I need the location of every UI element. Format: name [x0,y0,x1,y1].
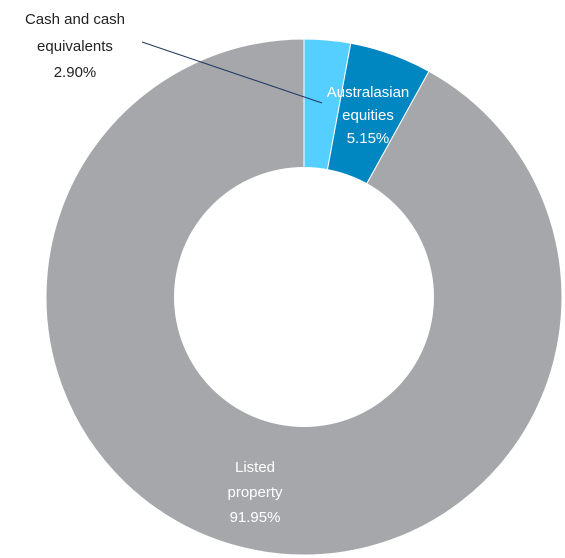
slice-label-equities-line2: equities [342,107,394,124]
slice-value-property: 91.95% [230,509,281,526]
slice-label-cash-line2: equivalents [37,38,113,55]
slice-label-equities: Australasian [327,84,410,101]
donut-hole [174,167,434,427]
slice-value-equities: 5.15% [347,130,390,147]
slice-value-cash: 2.90% [54,64,97,81]
leader-line-cash [141,41,323,104]
slice-label-property-line2: property [227,484,283,501]
slice-label-cash: Cash and cash [25,11,125,28]
slice-label-property: Listed [235,459,275,476]
